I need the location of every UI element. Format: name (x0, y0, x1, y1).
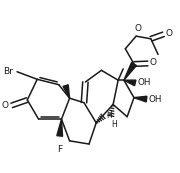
Text: OH: OH (149, 95, 162, 104)
Text: O: O (134, 24, 141, 33)
Polygon shape (134, 96, 147, 102)
Text: O: O (165, 29, 172, 38)
Text: O: O (2, 101, 9, 110)
Text: H: H (106, 111, 112, 120)
Polygon shape (124, 62, 136, 80)
Text: O: O (150, 58, 157, 67)
Text: Br: Br (3, 67, 13, 76)
Polygon shape (63, 85, 70, 98)
Text: F: F (57, 145, 63, 154)
Polygon shape (57, 119, 62, 136)
Polygon shape (124, 80, 136, 86)
Text: OH: OH (137, 78, 151, 86)
Text: H: H (111, 120, 117, 129)
